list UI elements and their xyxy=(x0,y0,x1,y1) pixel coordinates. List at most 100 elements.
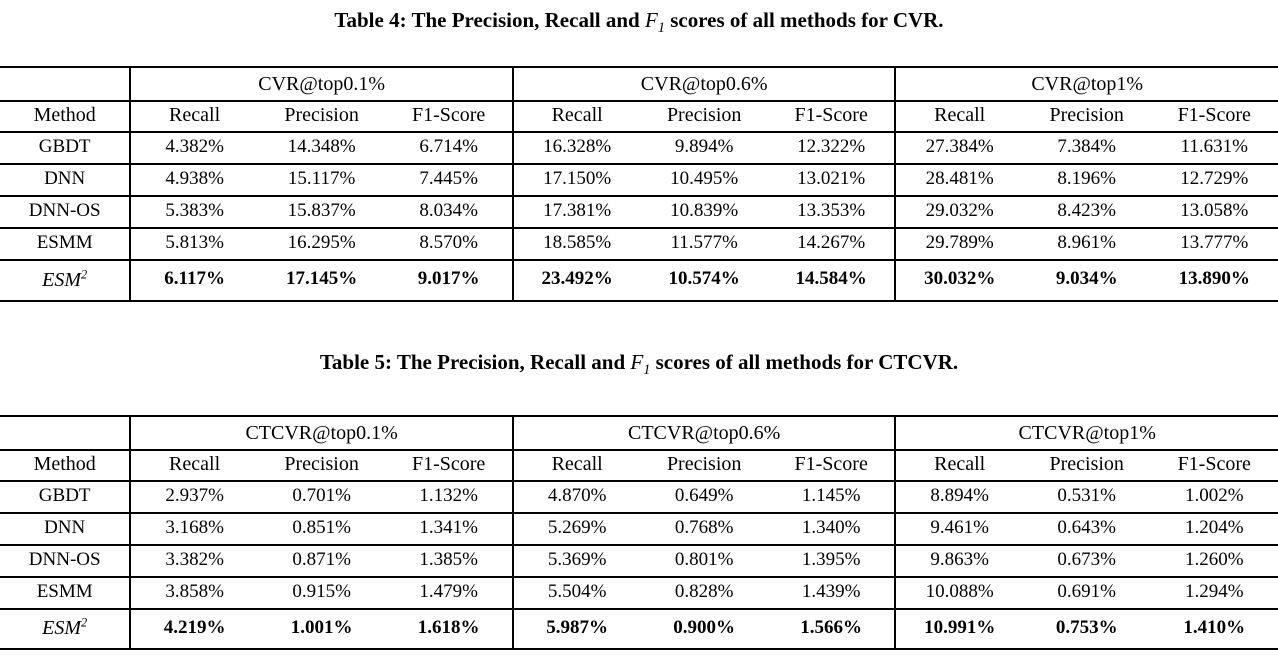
column-header: F1-Score xyxy=(385,101,514,132)
method-cell: ESM2 xyxy=(0,260,132,301)
value-cell: 0.701% xyxy=(292,484,351,506)
value-cell: 1.618% xyxy=(385,608,514,650)
method-cell: ESMM xyxy=(0,576,132,609)
column-header: F1-Score xyxy=(385,449,514,481)
value-cell: 1.341% xyxy=(385,512,514,545)
group-header: CTCVR@top0.1% xyxy=(130,415,514,450)
column-header-row: Method Recall Precision F1-Score Recall Preci… xyxy=(0,449,1278,481)
method-cell: DNN-OS xyxy=(0,544,132,577)
table-head: CVR@top0.1% CVR@top0.6% CVR@top1% Method Rec… xyxy=(0,67,1278,132)
value-cell: 8.894% xyxy=(930,484,989,506)
table5-caption-after: scores of all methods for CTCVR. xyxy=(650,349,959,374)
value-cell: 1.395% xyxy=(767,544,897,577)
value-cell: 0.691% xyxy=(1057,580,1116,602)
f1-symbol: F1 xyxy=(644,8,665,37)
value-cell: 4.219% xyxy=(163,616,226,638)
table-row: DNN 3.168% 0.851% 1.341% 5.269% 0.768% 1.340% 9… xyxy=(0,512,1278,545)
table-head: CTCVR@top0.1% CTCVR@top0.6% CTCVR@top1% Met… xyxy=(0,415,1278,481)
value-cell: 15.837% xyxy=(287,200,356,221)
column-header: Recall xyxy=(169,452,221,475)
method-cell: GBDT xyxy=(0,480,132,513)
value-cell: 0.915% xyxy=(292,580,351,602)
value-cell: 1.001% xyxy=(290,616,353,638)
value-cell: 4.382% xyxy=(165,136,224,157)
table-row: DNN-OS 3.382% 0.871% 1.385% 5.369% 0.801% 1.39… xyxy=(0,544,1278,577)
table-row: DNN-OS 5.383% 15.837% 8.034% 17.381% 10.839% 1… xyxy=(0,196,1278,228)
table-row: ESM2 6.117% 17.145% 9.017% 23.492% 10.574% 14.… xyxy=(0,260,1278,301)
column-header: Precision xyxy=(666,452,742,475)
value-cell: 29.032% xyxy=(925,200,994,221)
value-cell: 8.570% xyxy=(385,228,514,260)
value-cell: 8.423% xyxy=(1057,200,1116,221)
value-cell: 14.584% xyxy=(767,260,897,301)
method-cell: DNN xyxy=(0,164,132,196)
column-header: Recall xyxy=(934,104,986,126)
method-cell: ESM2 xyxy=(0,608,132,650)
value-cell: 10.839% xyxy=(670,200,739,221)
group-header: CVR@top0.6% xyxy=(512,67,897,101)
table5-caption-before: Table 5: The Precision, Recall and xyxy=(319,349,631,374)
value-cell: 13.777% xyxy=(1180,232,1249,253)
value-cell: 13.058% xyxy=(1180,200,1249,221)
value-cell: 9.461% xyxy=(930,516,989,538)
value-cell: 29.789% xyxy=(925,232,994,253)
value-cell: 1.204% xyxy=(1184,516,1244,538)
group-header-row: CVR@top0.1% CVR@top0.6% CVR@top1% xyxy=(0,67,1278,101)
table-row: GBDT 4.382% 14.348% 6.714% 16.328% 9.894% 12.3… xyxy=(0,132,1278,164)
value-cell: 1.145% xyxy=(767,480,897,513)
table-row: ESMM 3.858% 0.915% 1.479% 5.504% 0.828% 1.439%… xyxy=(0,576,1278,609)
value-cell: 0.851% xyxy=(292,516,351,538)
value-cell: 7.384% xyxy=(1057,136,1116,157)
ctcvr-results-table: CTCVR@top0.1% CTCVR@top0.6% CTCVR@top1% Met… xyxy=(0,414,1278,651)
value-cell: 15.117% xyxy=(287,168,356,189)
table-row: ESMM 5.813% 16.295% 8.570% 18.585% 11.577% 14.… xyxy=(0,228,1278,260)
value-cell: 1.002% xyxy=(1184,484,1244,506)
value-cell: 1.132% xyxy=(385,480,514,513)
group-header: CTCVR@top1% xyxy=(1018,421,1156,444)
value-cell: 9.863% xyxy=(930,548,989,570)
value-cell: 11.631% xyxy=(1180,136,1248,157)
value-cell: 17.145% xyxy=(285,268,358,290)
method-column-header: Method xyxy=(0,449,132,481)
table-row: DNN 4.938% 15.117% 7.445% 17.150% 10.495% 13.0… xyxy=(0,164,1278,196)
table4-caption: Table 4: The Precision, Recall and F1 sc… xyxy=(0,0,1278,37)
value-cell: 8.034% xyxy=(385,196,514,228)
value-cell: 17.150% xyxy=(543,168,612,189)
value-cell: 12.729% xyxy=(1180,168,1249,189)
value-cell: 1.566% xyxy=(767,608,897,650)
group-header-row: CTCVR@top0.1% CTCVR@top0.6% CTCVR@top1% xyxy=(0,415,1278,450)
value-cell: 0.531% xyxy=(1057,484,1116,506)
value-cell: 10.991% xyxy=(924,616,996,638)
value-cell: 28.481% xyxy=(925,168,994,189)
column-header: Recall xyxy=(551,452,603,475)
column-header: Precision xyxy=(1049,104,1124,126)
value-cell: 1.385% xyxy=(385,544,514,577)
table4-caption-after: scores of all methods for CVR. xyxy=(664,8,944,32)
value-cell: 4.870% xyxy=(547,484,607,506)
value-cell: 16.328% xyxy=(543,136,612,157)
method-cell: ESMM xyxy=(0,228,132,260)
value-cell: 1.479% xyxy=(385,576,514,609)
value-cell: 2.937% xyxy=(165,484,224,506)
value-cell: 1.260% xyxy=(1184,548,1244,570)
method-header-spacer xyxy=(0,67,132,101)
column-header: Recall xyxy=(169,104,221,126)
value-cell: 23.492% xyxy=(541,268,613,290)
value-cell: 3.858% xyxy=(165,580,224,602)
value-cell: 1.340% xyxy=(767,512,897,545)
value-cell: 10.574% xyxy=(668,268,740,290)
method-cell: DNN-OS xyxy=(0,196,132,228)
column-header: Precision xyxy=(666,104,742,126)
value-cell: 18.585% xyxy=(543,232,612,253)
table-row: GBDT 2.937% 0.701% 1.132% 4.870% 0.649% 1.145%… xyxy=(0,480,1278,513)
value-cell: 0.768% xyxy=(674,516,734,538)
group-header: CVR@top0.1% xyxy=(130,67,514,101)
value-cell: 17.381% xyxy=(543,200,612,221)
value-cell: 5.504% xyxy=(547,580,607,602)
column-header: F1-Score xyxy=(1177,452,1251,475)
column-header: Recall xyxy=(551,104,603,126)
value-cell: 10.495% xyxy=(670,168,739,189)
value-cell: 10.088% xyxy=(925,580,994,602)
value-cell: 9.894% xyxy=(674,136,734,157)
value-cell: 4.938% xyxy=(165,168,224,189)
